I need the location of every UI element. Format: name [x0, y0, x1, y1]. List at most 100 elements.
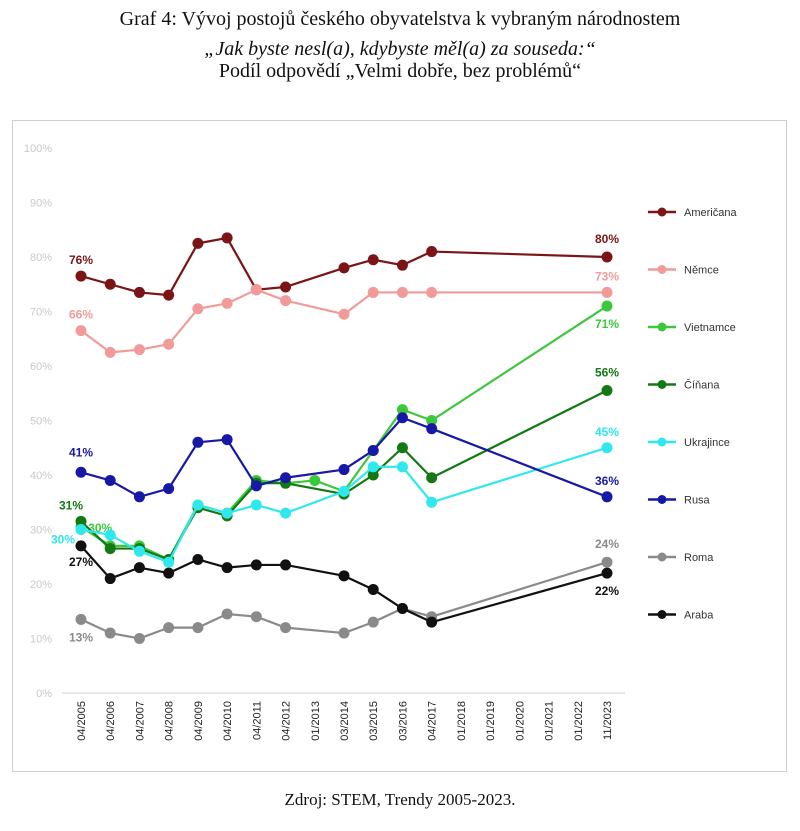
y-tick-label: 10% [30, 634, 52, 646]
legend-item: Araba [648, 610, 714, 622]
x-tick-label: 01/2018 [456, 701, 468, 741]
data-point [104, 627, 116, 639]
legend-swatch-marker [657, 380, 667, 389]
data-point [426, 616, 438, 628]
data-label: 41% [69, 445, 93, 459]
data-point [221, 507, 233, 519]
data-label: 73% [595, 269, 619, 283]
legend-label: Rusa [684, 495, 711, 507]
x-tick-label: 03/2014 [339, 701, 351, 741]
x-tick-label: 03/2016 [397, 701, 409, 741]
legend-label: Američana [684, 207, 737, 219]
data-point [221, 562, 233, 574]
data-point [133, 286, 145, 298]
legend-item: Číňana [648, 379, 720, 392]
data-point [396, 286, 408, 298]
data-point [192, 553, 204, 565]
legend-item: Ukrajince [648, 437, 730, 449]
data-point [426, 496, 438, 508]
y-tick-label: 60% [30, 361, 52, 373]
legend-swatch-marker [657, 207, 667, 217]
data-point [367, 444, 379, 456]
legend-swatch-marker [657, 552, 667, 562]
data-point [163, 567, 175, 579]
data-point [396, 412, 408, 424]
data-label: 36% [595, 474, 619, 488]
data-label: 56% [595, 366, 619, 380]
data-point [601, 385, 613, 397]
data-point [104, 278, 116, 290]
data-point [75, 524, 87, 535]
x-tick-label: 04/2005 [76, 701, 88, 741]
data-point [163, 289, 175, 301]
data-point [338, 485, 350, 497]
data-point [104, 346, 116, 358]
data-point [338, 570, 350, 582]
data-point [426, 246, 438, 258]
x-tick-label: 01/2022 [573, 701, 585, 741]
data-point [163, 556, 175, 568]
data-point [367, 254, 379, 266]
data-label: 71% [595, 317, 619, 331]
series-Američana: 76% 80% [69, 232, 619, 301]
data-point [426, 286, 438, 298]
data-point [250, 480, 262, 492]
data-point [192, 622, 204, 634]
data-point [601, 556, 613, 568]
chart-source: Zdroj: STEM, Trendy 2005-2023. [284, 790, 516, 809]
legend-label: Araba [684, 610, 714, 622]
data-point [367, 616, 379, 628]
data-point [396, 461, 408, 473]
y-tick-label: 70% [30, 307, 52, 319]
legend-swatch-marker [657, 437, 667, 447]
chart-frame [12, 120, 787, 772]
data-label: 76% [69, 253, 93, 267]
data-point [133, 491, 145, 503]
data-point [280, 559, 292, 571]
data-point [338, 262, 350, 274]
legend-label: Číňana [684, 379, 720, 392]
y-tick-label: 0% [36, 688, 52, 700]
data-point [309, 474, 321, 486]
legend-label: Němce [684, 265, 719, 277]
data-point [601, 300, 613, 312]
data-point [426, 415, 438, 426]
data-point [192, 303, 204, 315]
y-tick-label: 40% [30, 470, 52, 482]
data-point [75, 515, 87, 527]
data-point [601, 491, 613, 503]
x-tick-label: 03/2015 [368, 701, 380, 741]
x-tick-label: 04/2011 [251, 701, 263, 740]
data-label: 80% [595, 232, 619, 246]
x-tick-label: 01/2013 [310, 701, 322, 741]
data-label: 24% [595, 537, 619, 551]
data-point [601, 251, 613, 263]
x-tick-label: 04/2010 [222, 701, 234, 741]
series-line [80, 305, 608, 561]
data-point [192, 436, 204, 448]
legend-item: Američana [648, 207, 737, 219]
data-point [338, 464, 350, 476]
legend-swatch-marker [657, 322, 667, 332]
data-point [280, 507, 292, 519]
data-point [133, 562, 145, 574]
data-point [338, 308, 350, 320]
legend-label: Roma [684, 552, 714, 564]
legend-item: Němce [648, 265, 719, 277]
x-tick-label: 04/2017 [427, 701, 439, 741]
data-point [396, 442, 408, 454]
data-point [221, 608, 233, 620]
data-label: 66% [69, 308, 93, 322]
data-point [367, 286, 379, 298]
data-point [601, 567, 613, 579]
series-Araba: 27% 22% [69, 540, 619, 628]
y-tick-label: 80% [30, 252, 52, 264]
data-point [75, 325, 87, 337]
data-point [133, 344, 145, 356]
data-point [338, 627, 350, 639]
legend-item: Vietnamce [648, 322, 736, 334]
legend-label: Vietnamce [684, 322, 736, 334]
x-tick-label: 04/2007 [134, 701, 146, 741]
data-point [133, 545, 145, 557]
data-point [367, 461, 379, 473]
